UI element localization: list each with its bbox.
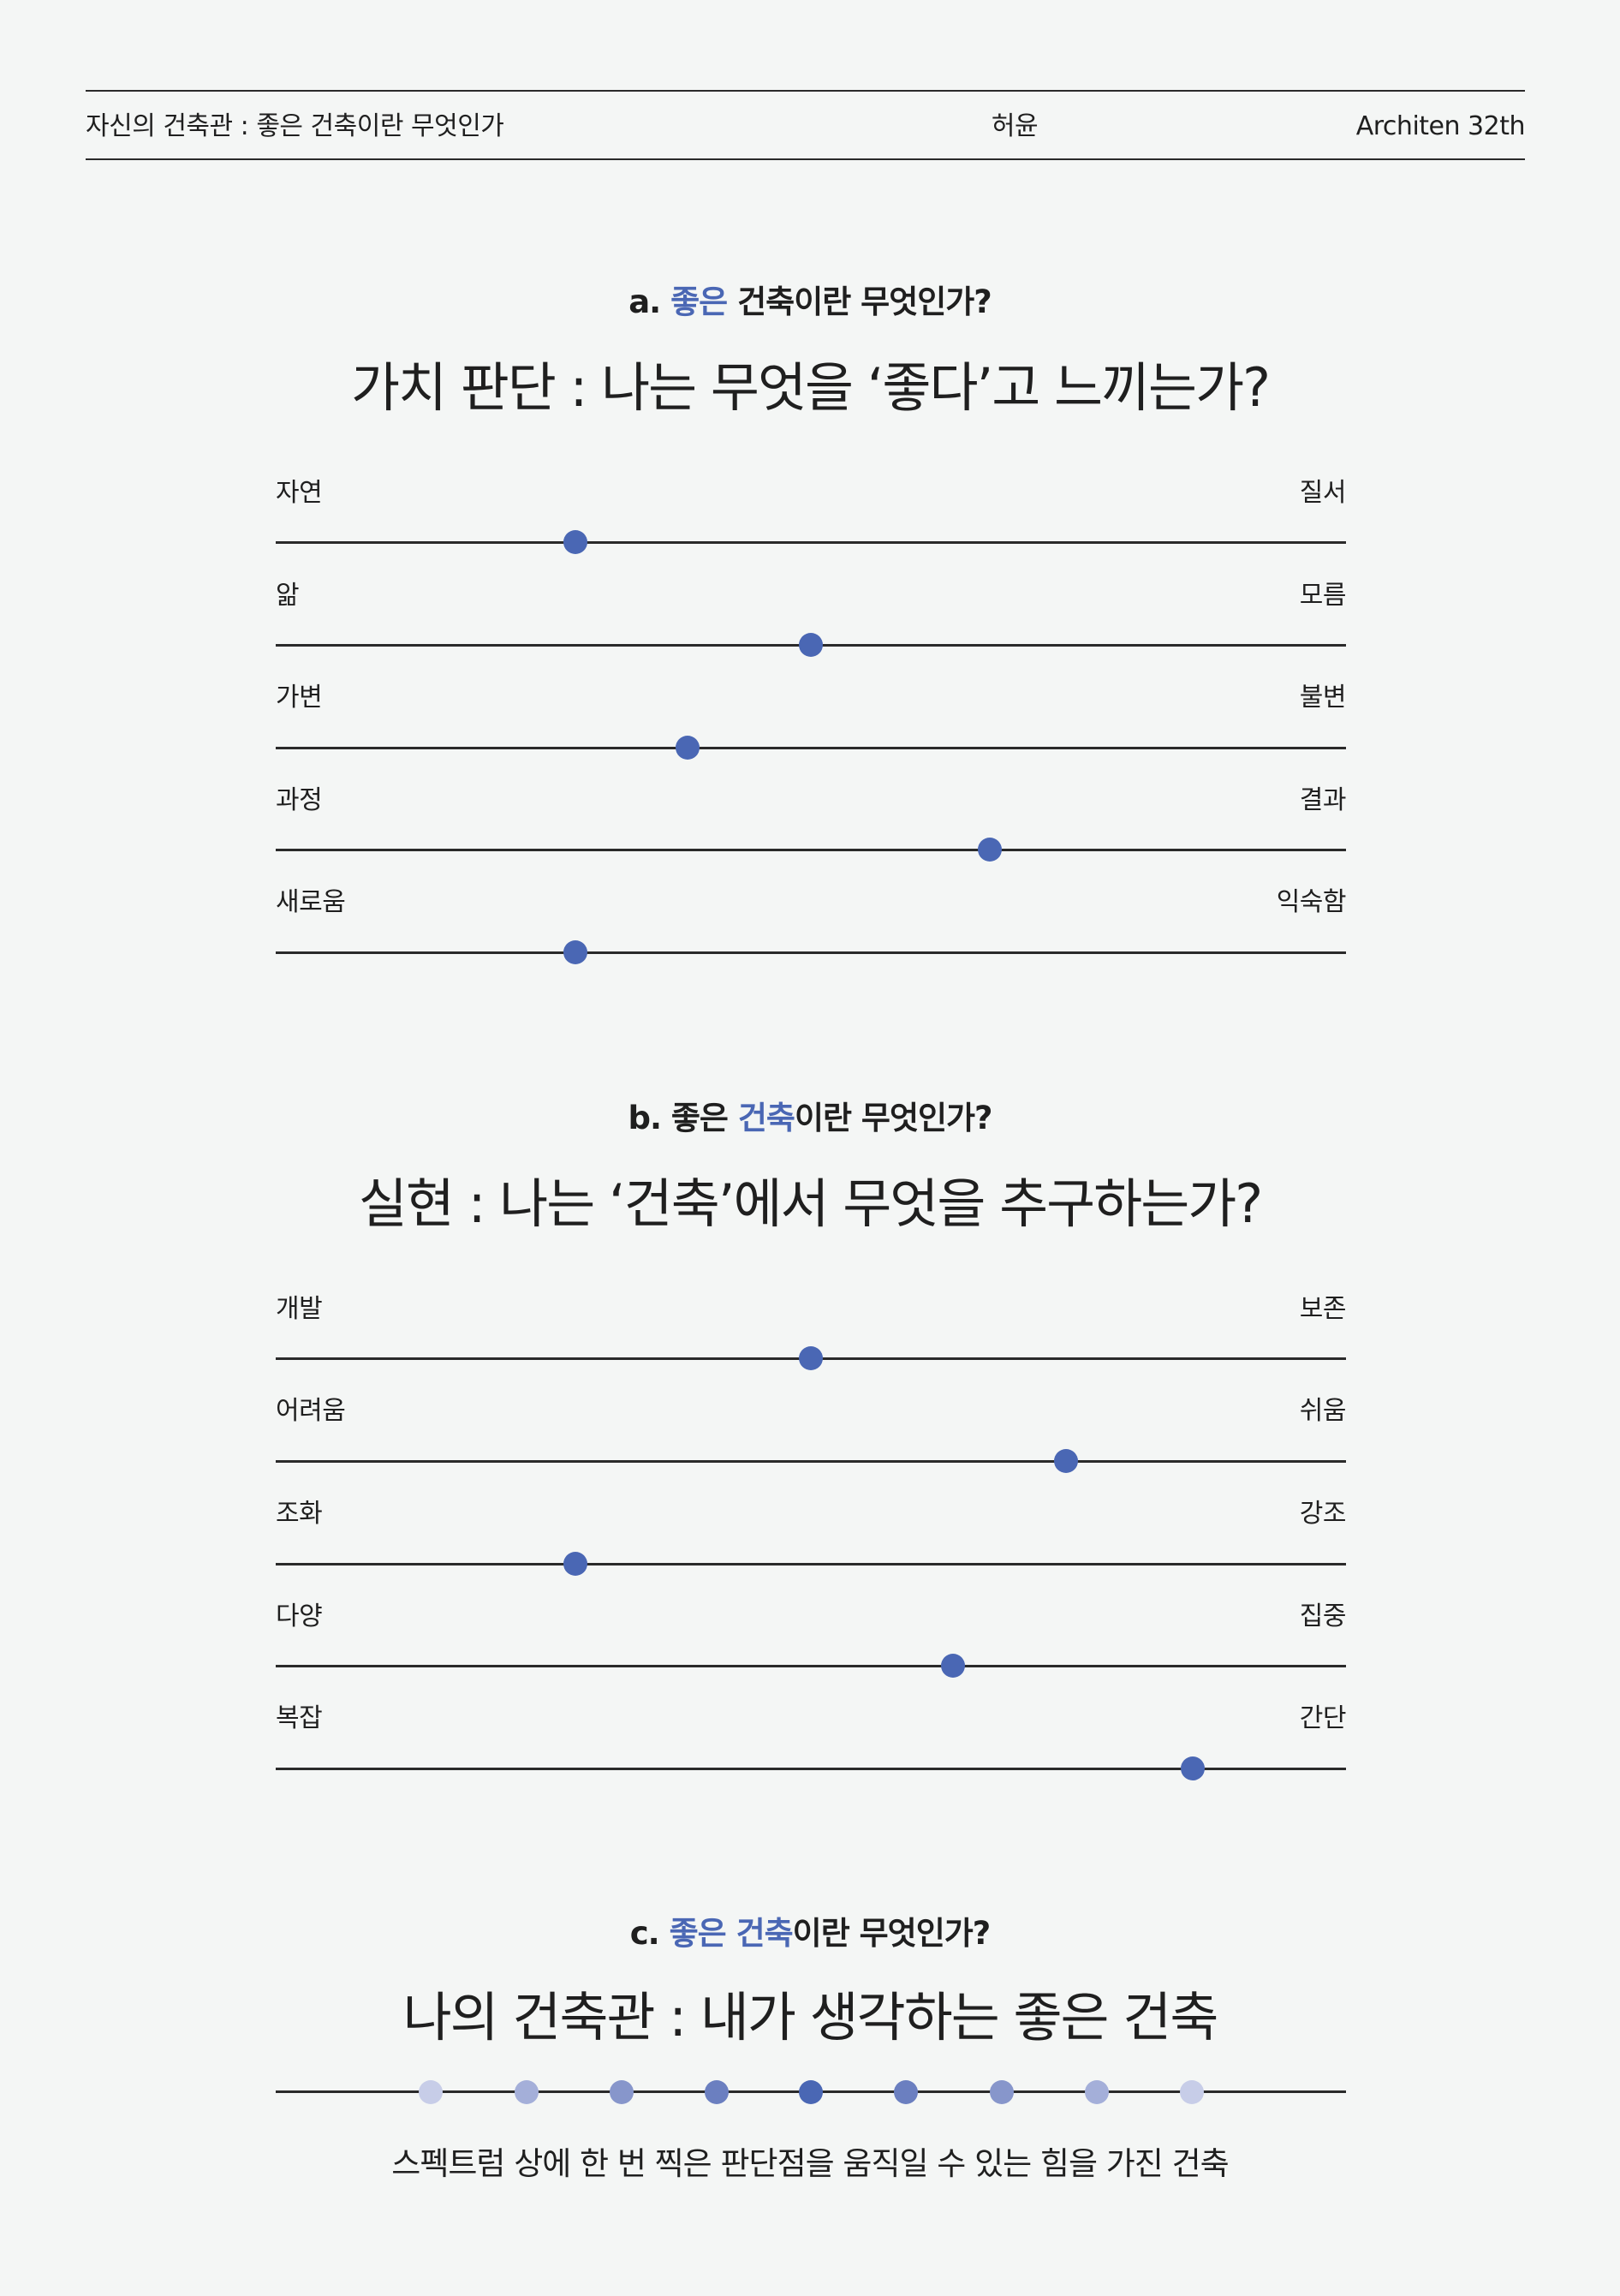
slider-track xyxy=(276,951,1346,954)
spectrum-caption: 스펙트럼 상에 한 번 찍은 판단점을 움직일 수 있는 힘을 가진 건축 xyxy=(391,2145,1229,2182)
slider-marker[interactable] xyxy=(563,530,587,554)
spectrum-dot xyxy=(419,2080,444,2104)
slider-marker[interactable] xyxy=(563,940,587,964)
header-top-rule xyxy=(86,90,1525,92)
slider-track xyxy=(276,1563,1346,1565)
section-b-eyebrow: b. 좋은 건축이란 무엇인가? xyxy=(628,1100,992,1136)
slider-track xyxy=(276,541,1346,544)
slider-right-label: 집중 xyxy=(1299,1601,1347,1631)
slider-track xyxy=(276,1768,1346,1770)
slider-marker[interactable] xyxy=(676,736,700,760)
slider-left-label: 자연 xyxy=(276,478,323,508)
slider-marker[interactable] xyxy=(1181,1756,1206,1780)
header-edition: Architen 32th xyxy=(1355,111,1526,141)
slider-track xyxy=(276,1665,1346,1667)
section-a-eyebrow: a. 좋은 건축이란 무엇인가? xyxy=(628,283,992,320)
slider-right-label: 보존 xyxy=(1299,1294,1347,1324)
section-b-title: 실현 : 나는 ‘건축’에서 무엇을 추구하는가? xyxy=(358,1172,1263,1235)
slider-track xyxy=(276,747,1346,749)
slider-right-label: 간단 xyxy=(1299,1703,1347,1733)
slider-left-label: 다양 xyxy=(276,1601,323,1631)
spectrum-dot xyxy=(1084,2080,1109,2104)
slider-left-label: 과정 xyxy=(276,785,323,815)
spectrum-dot xyxy=(705,2080,729,2104)
slider-left-label: 어려움 xyxy=(276,1396,346,1426)
section-c-eyebrow: c. 좋은 건축이란 무엇인가? xyxy=(629,1915,992,1952)
slider-right-label: 익숙함 xyxy=(1276,887,1347,917)
section-c-title: 나의 건축관 : 내가 생각하는 좋은 건축 xyxy=(402,1986,1219,2049)
slider-right-label: 모름 xyxy=(1299,581,1347,611)
slider-track xyxy=(276,1460,1346,1463)
spectrum-dot xyxy=(799,2080,823,2104)
slider-right-label: 결과 xyxy=(1299,785,1347,815)
slider-marker[interactable] xyxy=(977,838,1002,862)
slider-left-label: 조화 xyxy=(276,1499,323,1529)
slider-marker[interactable] xyxy=(563,1552,587,1576)
section-a-title: 가치 판단 : 나는 무엇을 ‘좋다’고 느끼는가? xyxy=(350,356,1271,419)
slider-track xyxy=(276,849,1346,851)
slider-right-label: 쉬움 xyxy=(1299,1396,1347,1426)
slider-left-label: 새로움 xyxy=(276,887,346,917)
spectrum-dot xyxy=(989,2080,1014,2104)
spectrum-dot xyxy=(609,2080,634,2104)
slider-right-label: 불변 xyxy=(1299,683,1347,713)
slider-left-label: 앎 xyxy=(276,581,300,611)
slider-marker[interactable] xyxy=(941,1654,966,1678)
slider-marker[interactable] xyxy=(1053,1449,1078,1473)
slider-left-label: 가변 xyxy=(276,683,323,713)
spectrum-dot xyxy=(514,2080,539,2104)
header-bottom-rule xyxy=(86,158,1525,160)
header-doc-title: 자신의 건축관 : 좋은 건축이란 무엇인가 xyxy=(86,111,504,141)
spectrum-dot xyxy=(894,2080,919,2104)
slider-marker[interactable] xyxy=(799,1346,823,1370)
slider-left-label: 개발 xyxy=(276,1294,323,1324)
spectrum-dot xyxy=(1180,2080,1204,2104)
slider-left-label: 복잡 xyxy=(276,1703,323,1733)
header-author: 허윤 xyxy=(991,111,1039,141)
slider-right-label: 강조 xyxy=(1299,1499,1347,1529)
slider-right-label: 질서 xyxy=(1299,478,1347,508)
slider-marker[interactable] xyxy=(799,633,823,657)
